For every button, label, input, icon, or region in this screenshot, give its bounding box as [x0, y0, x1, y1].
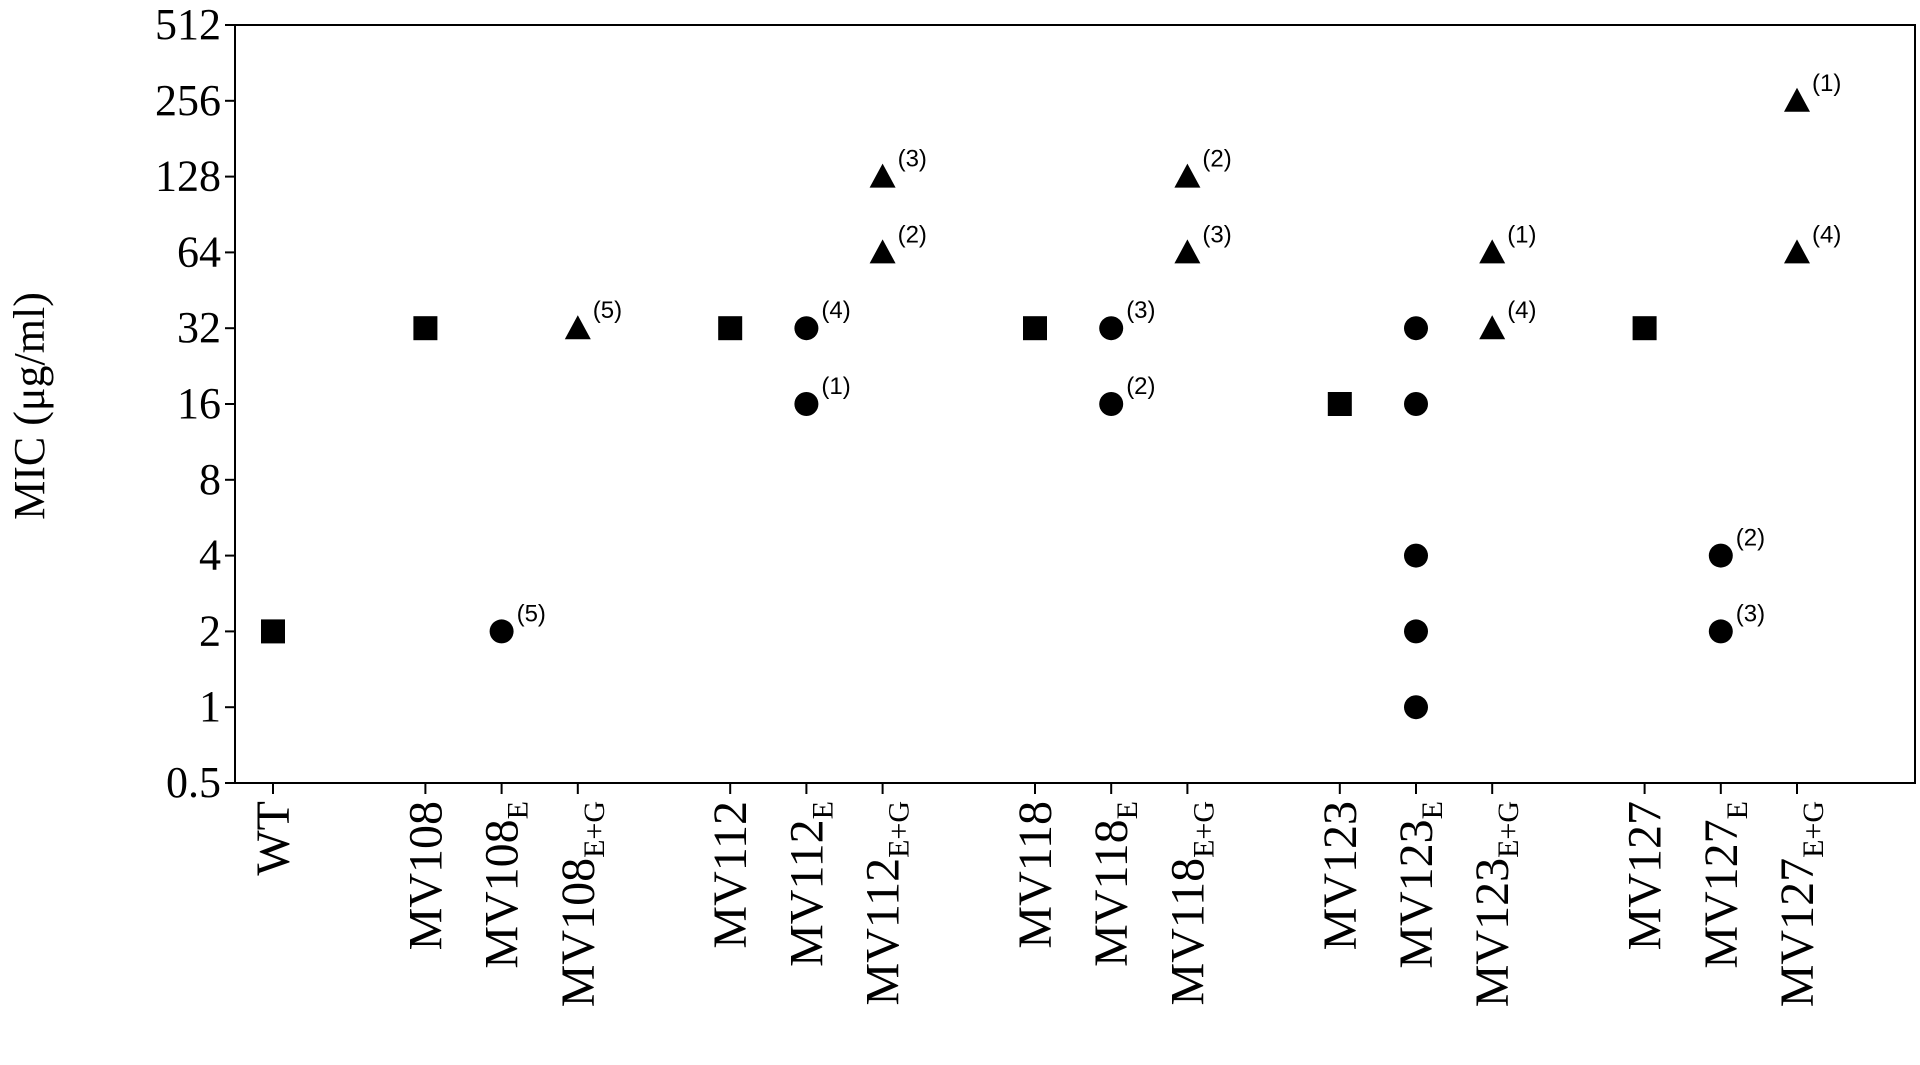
- data-point-triangle: [1479, 315, 1506, 340]
- data-point-triangle: [1784, 87, 1810, 112]
- x-tick-label: MV127E: [1695, 801, 1754, 969]
- data-point-triangle: [869, 239, 896, 264]
- point-annotation: (3): [1126, 297, 1155, 324]
- x-tick-label: MV112E+G: [857, 801, 916, 1005]
- point-annotation: (5): [593, 297, 622, 324]
- x-tick-label: MV118: [1009, 801, 1062, 949]
- point-annotation: (1): [821, 373, 850, 400]
- point-annotation: (2): [898, 221, 927, 248]
- y-tick-label: 512: [155, 0, 221, 49]
- data-point-circle: [1404, 392, 1428, 416]
- data-point-circle: [1099, 392, 1124, 416]
- point-annotation: (2): [1126, 373, 1155, 400]
- point-annotation: (4): [1812, 221, 1841, 248]
- point-annotations: (5) (5) (4) (1) (3) (2) (3) (2) (2) (3) (1) (4) (2) (…: [517, 70, 1842, 628]
- x-tick-label: MV118E+G: [1161, 801, 1220, 1005]
- x-tick-label: MV112E: [780, 801, 839, 967]
- data-point-square: [413, 316, 438, 341]
- y-axis: 0.5 1 2 4 8 16 32 64 128 256 512: [155, 0, 235, 807]
- x-tick-label: MV108E: [476, 801, 535, 969]
- data-point-circle: [1708, 619, 1733, 644]
- point-annotation: (3): [1736, 600, 1765, 627]
- point-annotation: (4): [821, 297, 850, 324]
- y-tick-label: 64: [177, 227, 221, 276]
- data-point-circle: [794, 392, 819, 416]
- x-tick-label: MV123E+G: [1466, 801, 1525, 1007]
- data-point-circle: [1404, 543, 1428, 568]
- point-annotation: (1): [1812, 70, 1841, 97]
- point-annotation: (3): [898, 146, 927, 173]
- x-tick-label: MV118E: [1085, 801, 1144, 967]
- data-point-triangle: [1174, 163, 1201, 188]
- point-annotation: (4): [1507, 297, 1536, 324]
- y-tick-label: 128: [155, 152, 221, 201]
- data-point-circle: [1404, 316, 1428, 341]
- data-point-triangle: [1174, 239, 1201, 264]
- data-point-circle: [1708, 543, 1733, 568]
- x-tick-label: MV127: [1619, 801, 1672, 950]
- data-point-square: [1023, 316, 1047, 341]
- y-tick-label: 1: [199, 682, 221, 731]
- data-point-circle: [1404, 619, 1428, 644]
- data-point-triangle: [869, 163, 896, 188]
- data-point-square: [718, 316, 743, 341]
- x-tick-label: MV123: [1314, 801, 1367, 950]
- y-tick-label: 16: [177, 379, 221, 428]
- y-tick-label: 256: [155, 76, 221, 125]
- x-tick-label: MV108: [399, 801, 452, 950]
- data-point-triangle: [564, 315, 591, 340]
- data-point-square: [1632, 316, 1657, 341]
- plot-area: [234, 24, 1916, 784]
- y-axis-title: MIC (μg/ml): [5, 292, 54, 520]
- data-point-triangle: [1479, 239, 1506, 264]
- x-tick-label: MV112: [704, 801, 757, 949]
- data-point-circle: [794, 316, 819, 341]
- point-annotation: (5): [517, 600, 546, 627]
- y-tick-label: 2: [199, 606, 221, 655]
- x-tick-label: WT: [247, 801, 300, 876]
- point-annotation: (1): [1507, 221, 1536, 248]
- x-tick-label: MV123E: [1390, 801, 1449, 969]
- y-tick-label: 0.5: [166, 758, 221, 807]
- y-tick-label: 32: [177, 303, 221, 352]
- data-point-triangle: [1784, 239, 1810, 264]
- x-tick-label: MV127E+G: [1771, 801, 1830, 1007]
- data-point-circle: [1099, 316, 1124, 341]
- x-axis: WT MV108 MV108E MV108E+G MV112 MV112E MV112E+G…: [247, 783, 1830, 1007]
- point-annotation: (2): [1202, 146, 1231, 173]
- data-point-circle: [489, 619, 514, 644]
- data-point-circle: [1404, 695, 1428, 720]
- x-tick-label: MV108E+G: [552, 801, 611, 1007]
- y-tick-label: 8: [199, 455, 221, 504]
- point-annotation: (2): [1736, 525, 1765, 552]
- data-points: [261, 87, 1810, 720]
- point-annotation: (3): [1202, 221, 1231, 248]
- data-point-square: [1327, 392, 1352, 416]
- plot-frame: [234, 24, 1916, 784]
- y-tick-label: 4: [199, 531, 221, 580]
- data-point-square: [261, 619, 285, 644]
